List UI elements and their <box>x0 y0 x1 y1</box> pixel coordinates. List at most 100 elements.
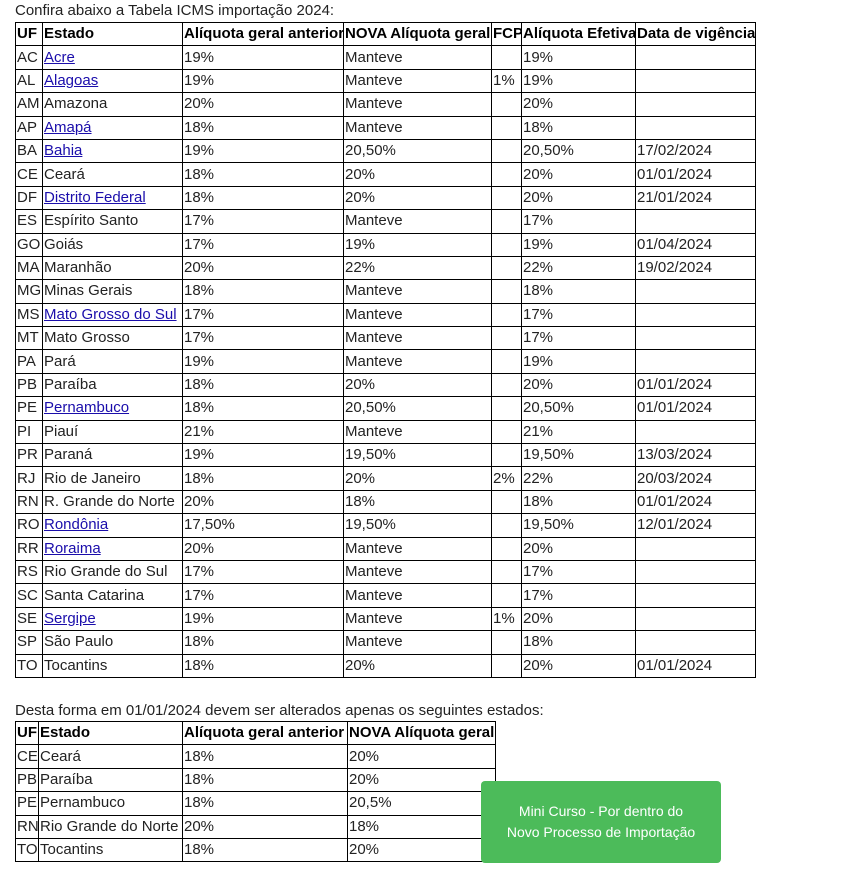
header-cell: Estado <box>38 720 183 746</box>
cell: 01/04/2024 <box>635 232 756 257</box>
cell: 18% <box>182 837 348 863</box>
row: PE Pernambuco 18% 20,5% <box>15 791 496 816</box>
state-link[interactable]: Amapá <box>44 118 92 136</box>
cell: São Paulo <box>42 630 183 655</box>
row: MS Mato Grosso do Sul 17% Manteve 17% <box>15 302 756 328</box>
cell: MT <box>15 326 43 351</box>
cell: 17% <box>182 326 344 351</box>
cell: Tocantins <box>38 837 183 863</box>
cell <box>635 559 756 585</box>
state-link[interactable]: Rondônia <box>44 516 109 534</box>
cell: 19,50% <box>521 443 636 468</box>
row: AP Amapá 18% Manteve 18% <box>15 115 756 140</box>
cell: 18% <box>521 489 636 515</box>
row: RO Rondônia 17,50% 19,50% 19,50% 12/01/2024 <box>15 513 756 538</box>
state-link[interactable]: Distrito Federal <box>44 188 146 206</box>
header-cell: FCP <box>491 21 522 47</box>
cell: 18% <box>182 653 344 678</box>
cell: Manteve <box>343 559 492 585</box>
cell: 19% <box>182 68 344 94</box>
cell: Rondônia <box>42 513 183 538</box>
cell: 17% <box>182 559 344 585</box>
header-cell: NOVA Alíquota geral <box>347 720 496 746</box>
cell: 22% <box>521 466 636 491</box>
cell: 18% <box>182 115 344 140</box>
cell: 1% <box>491 606 522 632</box>
row: RJ Rio de Janeiro 18% 20% 2% 22% 20/03/2024 <box>15 466 756 491</box>
state-link[interactable]: Alagoas <box>44 71 99 89</box>
cell: Amazona <box>42 92 183 117</box>
cell: 01/01/2024 <box>635 396 756 421</box>
cell: Maranhão <box>42 255 183 281</box>
row: ES Espírito Santo 17% Manteve 17% <box>15 209 756 234</box>
cell <box>491 372 522 398</box>
cell: RR <box>15 536 43 561</box>
cell: 19% <box>521 45 636 70</box>
cell <box>635 302 756 328</box>
cell: 19% <box>521 349 636 374</box>
cell: Manteve <box>343 92 492 117</box>
cell: 18% <box>182 279 344 304</box>
row: DF Distrito Federal 18% 20% 20% 21/01/2024 <box>15 185 756 211</box>
cell: 18% <box>182 185 344 211</box>
header-cell: Alíquota Efetiva <box>521 21 636 47</box>
cell: 19% <box>521 232 636 257</box>
cell: 18% <box>182 791 348 816</box>
cell: 18% <box>343 489 492 515</box>
cell: Bahia <box>42 138 183 164</box>
cell <box>635 279 756 304</box>
cell: Roraima <box>42 536 183 561</box>
cell: AL <box>15 68 43 94</box>
header-cell: Estado <box>42 21 183 47</box>
state-link[interactable]: Acre <box>44 48 75 66</box>
cell: RN <box>15 489 43 515</box>
cell: 18% <box>347 814 496 839</box>
cell: PE <box>15 791 39 816</box>
row: PA Pará 19% Manteve 19% <box>15 349 756 374</box>
row: SC Santa Catarina 17% Manteve 17% <box>15 583 756 608</box>
header-cell: UF <box>15 21 43 47</box>
cell: 17% <box>521 559 636 585</box>
cell <box>491 653 522 678</box>
cell <box>491 232 522 257</box>
cell: 20% <box>343 372 492 398</box>
cell: 18% <box>521 630 636 655</box>
cell: TO <box>15 837 39 863</box>
row: PI Piauí 21% Manteve 21% <box>15 419 756 445</box>
cell <box>635 583 756 608</box>
cell: Mato Grosso do Sul <box>42 302 183 328</box>
state-link[interactable]: Sergipe <box>44 609 96 627</box>
cell <box>635 419 756 445</box>
cell: 01/01/2024 <box>635 653 756 678</box>
cell <box>635 349 756 374</box>
cell: AM <box>15 92 43 117</box>
cell: Rio Grande do Norte <box>38 814 183 839</box>
cell: BA <box>15 138 43 164</box>
cell: PR <box>15 443 43 468</box>
cell: 20,50% <box>343 138 492 164</box>
state-link[interactable]: Mato Grosso do Sul <box>44 305 177 323</box>
cell: 20% <box>343 162 492 187</box>
cell: TO <box>15 653 43 678</box>
cell: Manteve <box>343 419 492 445</box>
cell <box>491 419 522 445</box>
state-link[interactable]: Roraima <box>44 539 101 557</box>
state-link[interactable]: Bahia <box>44 142 83 160</box>
cell: 17% <box>182 232 344 257</box>
row: BA Bahia 19% 20,50% 20,50% 17/02/2024 <box>15 138 756 164</box>
row: GO Goiás 17% 19% 19% 01/04/2024 <box>15 232 756 257</box>
cell <box>491 349 522 374</box>
cell: Piauí <box>42 419 183 445</box>
cell: Ceará <box>38 744 183 769</box>
header-row: UF Estado Alíquota geral anterior NOVA Alíq… <box>15 21 756 47</box>
cell: 20% <box>521 653 636 678</box>
state-link[interactable]: Pernambuco <box>44 399 130 417</box>
cell <box>491 185 522 211</box>
course-button[interactable]: Mini Curso - Por dentro do Novo Processo… <box>481 781 721 863</box>
cell: 20% <box>182 814 348 839</box>
cell: 20% <box>521 606 636 632</box>
header-row: UF Estado Alíquota geral anterior NOVA Alíq… <box>15 720 496 746</box>
cell: Manteve <box>343 209 492 234</box>
cell <box>491 489 522 515</box>
cell: SE <box>15 606 43 632</box>
